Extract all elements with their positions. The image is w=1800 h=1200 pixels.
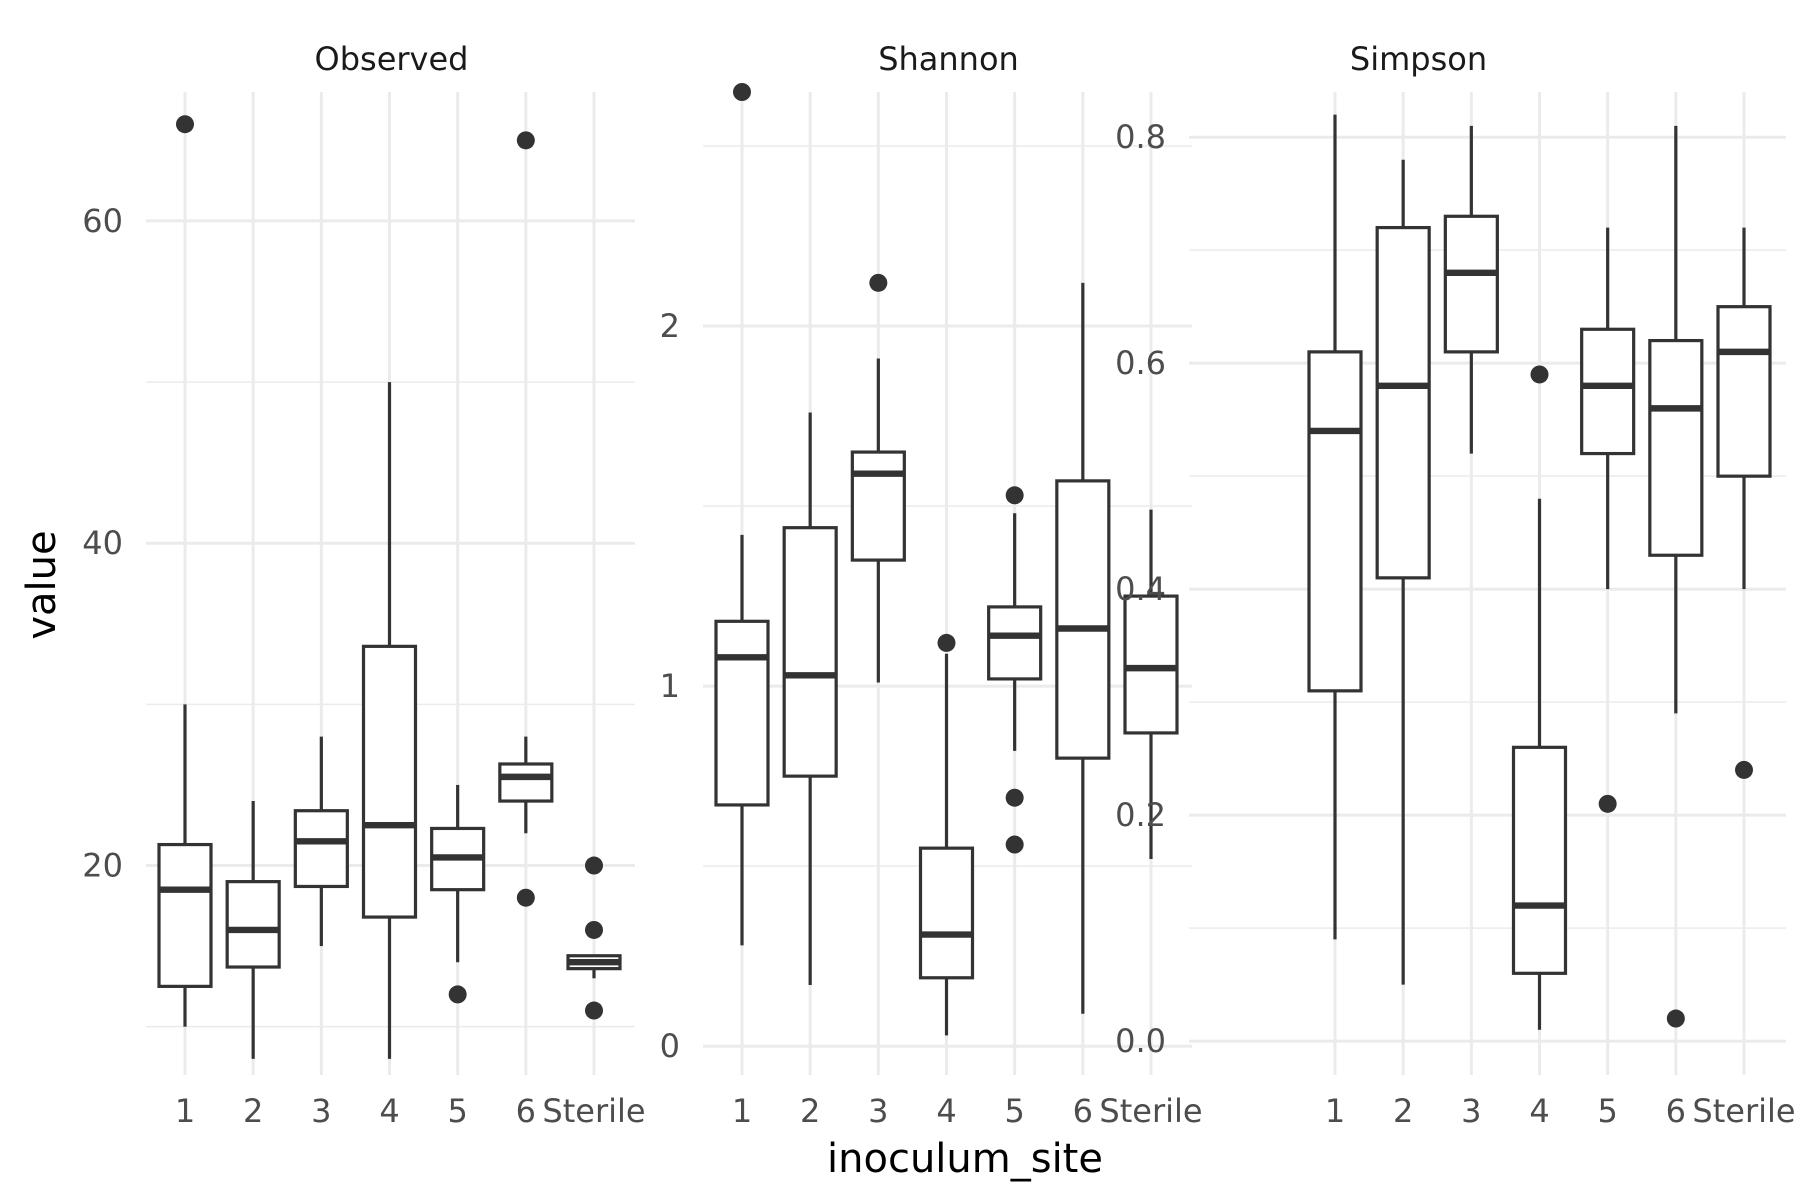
outlier-point — [516, 131, 535, 150]
outlier-point — [585, 1001, 603, 1020]
panel-simpson: Simpson 0.0 0.2 0.4 0.6 0.8 1 2 3 4 5 6 Sterile — [1115, 40, 1795, 1130]
outlier-point — [585, 920, 603, 939]
box-iqr — [1511, 745, 1568, 975]
box-3 — [1443, 125, 1499, 454]
y-tick-label: 0.8 — [1115, 118, 1166, 156]
box-6 — [1648, 125, 1704, 1028]
x-tick-label: 3 — [1461, 1092, 1481, 1130]
outlier-point — [937, 633, 956, 652]
x-axis-title: inoculum_site — [827, 1136, 1103, 1182]
box-sterile — [1123, 509, 1179, 859]
x-tick-label: 1 — [1325, 1092, 1345, 1130]
box-2 — [225, 801, 281, 1059]
box-iqr — [782, 526, 838, 778]
box-iqr — [1648, 338, 1704, 557]
box-3 — [850, 273, 906, 683]
y-tick-label: 0.2 — [1115, 796, 1166, 834]
x-tick-label: 5 — [1004, 1092, 1024, 1130]
panel-title: Simpson — [1350, 40, 1487, 78]
box-iqr — [918, 846, 975, 980]
x-tick-label: 3 — [311, 1092, 331, 1130]
x-tick-label: 5 — [447, 1092, 467, 1130]
x-tick-label: 2 — [800, 1092, 820, 1130]
y-tick-label: 1 — [660, 667, 680, 705]
box-iqr — [225, 880, 281, 969]
box-6 — [1055, 282, 1111, 1014]
box-2 — [782, 412, 838, 985]
box-1 — [714, 83, 770, 946]
box-1 — [1307, 114, 1363, 940]
box-iqr — [1307, 350, 1363, 693]
x-tick-label: 2 — [243, 1092, 263, 1130]
panel-observed: Observed 20 40 60 1 2 3 4 5 6 Sterile — [82, 40, 645, 1130]
box-iqr — [714, 619, 770, 807]
box-1 — [157, 115, 213, 1027]
y-tick-label: 20 — [82, 847, 123, 885]
box-4 — [361, 382, 418, 1059]
box-5 — [430, 784, 486, 1004]
box-sterile — [566, 856, 622, 1020]
x-tick-label: 1 — [175, 1092, 195, 1130]
y-tick-label: 60 — [82, 202, 123, 240]
box-iqr — [361, 644, 418, 919]
y-axis-title: value — [19, 530, 65, 639]
y-tick-label: 0.6 — [1115, 344, 1166, 382]
box-2 — [1375, 159, 1431, 985]
y-tick-label: 40 — [82, 524, 123, 562]
outlier-point — [1530, 365, 1549, 384]
x-tick-label: 2 — [1393, 1092, 1413, 1130]
outlier-point — [1735, 760, 1753, 779]
y-tick-label: 0.0 — [1115, 1022, 1166, 1060]
y-tick-label: 0.4 — [1115, 570, 1166, 608]
y-tick-label: 2 — [660, 307, 680, 345]
panel-shannon: Shannon 0 1 2 1 2 3 4 5 6 Sterile — [660, 40, 1203, 1130]
box-5 — [987, 486, 1043, 854]
x-tick-label: 5 — [1597, 1092, 1617, 1130]
outlier-point — [1005, 835, 1024, 854]
outlier-point — [869, 273, 888, 292]
box-5 — [1580, 227, 1636, 813]
box-iqr — [1716, 305, 1772, 478]
box-iqr — [1580, 327, 1636, 456]
outlier-point — [1005, 788, 1024, 807]
outlier-point — [733, 83, 751, 101]
box-iqr — [1375, 225, 1431, 580]
box-iqr — [1055, 479, 1111, 760]
outlier-point — [1666, 1009, 1685, 1028]
panel-title: Shannon — [878, 40, 1019, 78]
x-tick-label: Sterile — [1692, 1092, 1795, 1130]
x-tick-label: Sterile — [542, 1092, 645, 1130]
x-tick-label: Sterile — [1099, 1092, 1202, 1130]
x-tick-label: 6 — [1073, 1092, 1093, 1130]
box-3 — [293, 736, 349, 947]
outlier-point — [585, 856, 603, 875]
x-tick-label: 3 — [868, 1092, 888, 1130]
box-iqr — [1123, 594, 1179, 735]
x-tick-label: 1 — [732, 1092, 752, 1130]
panel-title: Observed — [315, 40, 469, 78]
box-6 — [498, 131, 554, 907]
box-iqr — [498, 762, 554, 803]
y-tick-label: 0 — [660, 1027, 680, 1065]
box-4 — [918, 633, 975, 1036]
box-4 — [1511, 365, 1568, 1030]
outlier-point — [176, 115, 194, 134]
box-sterile — [1716, 227, 1772, 779]
box-iqr — [1443, 214, 1499, 354]
x-tick-label: 6 — [1666, 1092, 1686, 1130]
box-iqr — [850, 450, 906, 562]
outlier-point — [1598, 794, 1617, 813]
outlier-point — [448, 985, 467, 1004]
outlier-point — [1005, 486, 1024, 505]
x-tick-label: 4 — [379, 1092, 399, 1130]
box-iqr — [293, 809, 349, 889]
box-iqr — [987, 605, 1043, 681]
box-iqr — [157, 842, 213, 988]
x-tick-label: 4 — [1529, 1092, 1549, 1130]
x-tick-label: 4 — [936, 1092, 956, 1130]
x-tick-label: 6 — [516, 1092, 536, 1130]
outlier-point — [516, 888, 535, 907]
